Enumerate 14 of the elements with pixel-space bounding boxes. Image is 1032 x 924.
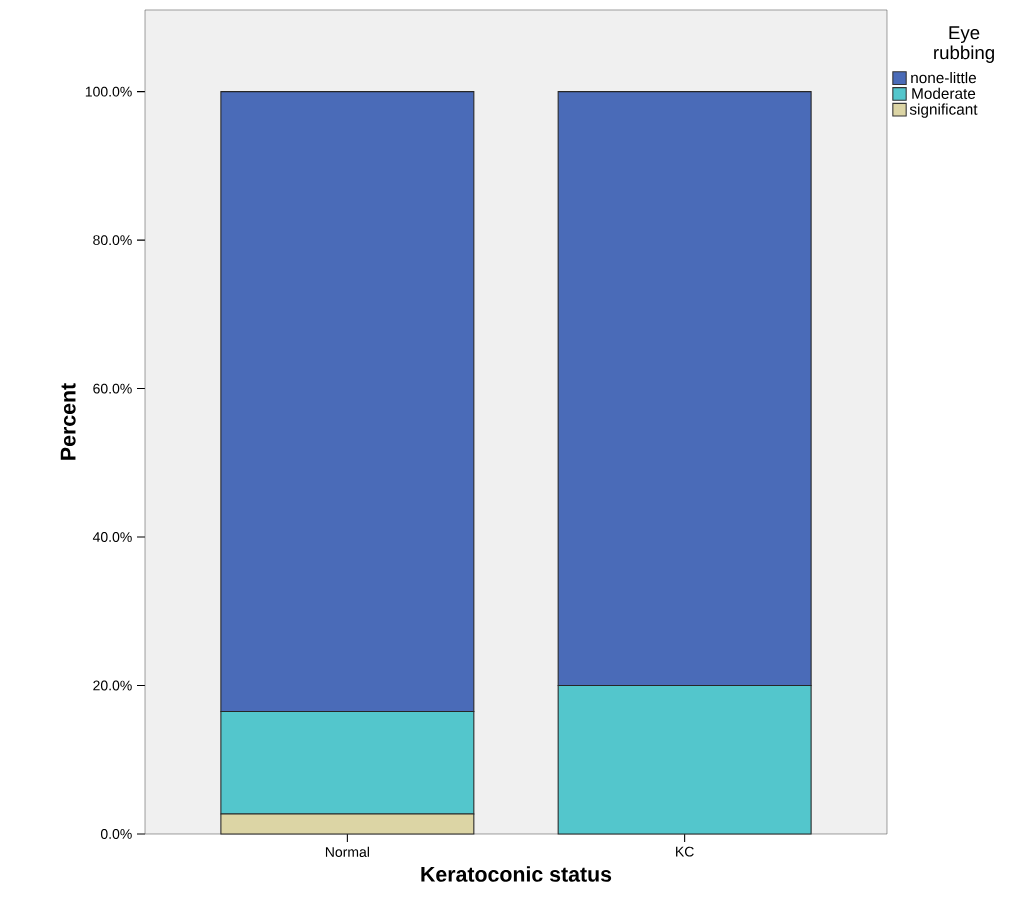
- legend-label: Moderate: [912, 87, 976, 99]
- legend-title: Eye rubbing: [934, 26, 994, 63]
- legend-label: significant: [909, 103, 978, 118]
- x-axis-title: Keratoconic status: [421, 866, 612, 882]
- y-tick-label: 100.0%: [85, 86, 132, 97]
- y-tick-label: 0.0%: [100, 829, 132, 839]
- x-tick-label: Normal: [325, 846, 369, 857]
- y-tick-label: 60.0%: [93, 383, 132, 394]
- y-tick-label: 80.0%: [93, 235, 132, 246]
- y-tick-label: 40.0%: [92, 532, 132, 543]
- legend-label: none-little: [911, 71, 977, 84]
- y-axis-title: Percent: [60, 383, 76, 460]
- y-tick-label: 20.0%: [93, 680, 132, 691]
- x-tick-label: KC: [676, 846, 694, 857]
